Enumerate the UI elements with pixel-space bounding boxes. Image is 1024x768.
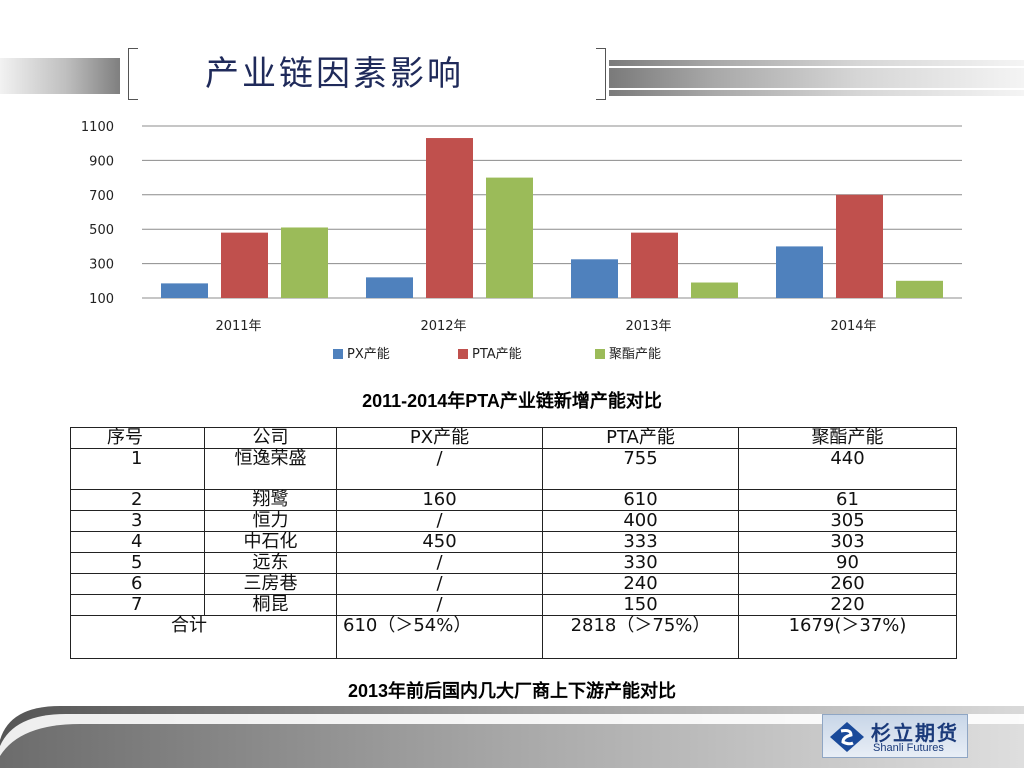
footer-decor-swoosh [0,706,1024,768]
cell-seq: 1 [70,448,205,490]
bar [691,282,738,298]
legend-swatch [458,349,468,359]
cell-company: 远东 [204,552,337,574]
bar [486,177,533,298]
cell-polyester: 305 [738,510,957,532]
logo-text-en: Shanli Futures [873,742,944,754]
table-header-row: 序号 公司 PX产能 PTA产能 聚酯产能 [70,427,957,449]
header-seq: 序号 [70,427,205,449]
legend-label: PTA产能 [472,347,522,362]
y-tick-label: 100 [89,292,114,307]
cell-seq: 3 [70,510,205,532]
table-row: 2 翔鹭 160 610 61 [70,489,957,511]
cell-seq: 2 [70,489,205,511]
y-tick-label: 900 [89,154,114,169]
cell-company: 翔鹭 [204,489,337,511]
cell-seq: 6 [70,573,205,595]
x-tick-label: 2013年 [625,319,671,334]
capacity-bar-chart: 1100 900 700 500 300 100 2011年 2012年 2013年 2014年 P… [81,120,962,362]
bar [221,232,268,298]
cell-polyester: 220 [738,594,957,616]
cell-pta: 330 [542,552,739,574]
cell-company: 三房巷 [204,573,337,595]
cell-polyester: 440 [738,448,957,490]
cell-pta: 240 [542,573,739,595]
table-caption: 2013年前后国内几大厂商上下游产能对比 [347,681,677,701]
bar [366,277,413,298]
header-decor-bar-left [0,58,120,94]
cell-px: 160 [336,489,543,511]
bar [836,194,883,298]
table-row: 5 远东 / 330 90 [70,552,957,574]
bar [631,232,678,298]
page-title: 产业链因素影响 [205,54,464,94]
logo-mark-icon [830,722,864,752]
legend-swatch [595,349,605,359]
cell-px: / [336,594,543,616]
chart-caption: 2011-2014年PTA产业链新增产能对比 [362,391,662,411]
cell-px: / [336,552,543,574]
cell-pta: 755 [542,448,739,490]
header-decor-bar-right [609,60,1024,96]
header-pta: PTA产能 [542,427,739,449]
table-row: 7 桐昆 / 150 220 [70,594,957,616]
cell-polyester: 260 [738,573,957,595]
cell-seq: 4 [70,531,205,553]
cell-px: 450 [336,531,543,553]
cell-pta: 150 [542,594,739,616]
cell-px: / [336,510,543,532]
cell-seq: 7 [70,594,205,616]
cell-seq: 5 [70,552,205,574]
cell-company: 桐昆 [204,594,337,616]
legend-label: 聚酯产能 [609,347,661,362]
y-tick-label: 1100 [81,120,114,135]
cell-px: / [336,573,543,595]
legend-label: PX产能 [347,347,390,362]
title-bracket-right [596,48,606,100]
x-tick-label: 2014年 [830,319,876,334]
cell-polyester: 61 [738,489,957,511]
x-tick-label: 2011年 [215,319,261,334]
bar [281,227,328,298]
cell-pta: 400 [542,510,739,532]
cell-company: 恒逸荣盛 [204,448,337,490]
table-row: 3 恒力 / 400 305 [70,510,957,532]
cell-total-label: 合计 [70,615,337,659]
bar [426,138,473,298]
company-logo: 杉立期货 Shanli Futures [822,714,968,758]
bar [571,259,618,298]
cell-polyester: 303 [738,531,957,553]
cell-pta: 333 [542,531,739,553]
cell-total-pta: 2818（＞75%） [542,615,739,659]
table-row: 1 恒逸荣盛 / 755 440 [70,448,957,490]
header-polyester: 聚酯产能 [738,427,957,449]
header-company: 公司 [204,427,337,449]
cell-total-px: 610（＞54%） [336,615,543,659]
y-tick-label: 500 [89,223,114,238]
cell-polyester: 90 [738,552,957,574]
x-tick-label: 2012年 [420,319,466,334]
bar [896,280,943,298]
y-tick-label: 700 [89,189,114,204]
table-row: 4 中石化 450 333 303 [70,531,957,553]
cell-px: / [336,448,543,490]
cell-total-polyester: 1679(＞37%) [738,615,957,659]
logo-text-cn: 杉立期货 [871,721,959,745]
bar [161,283,208,298]
bar [776,246,823,298]
legend-swatch [333,349,343,359]
title-bracket-left [128,48,138,100]
y-tick-label: 300 [89,258,114,273]
cell-company: 恒力 [204,510,337,532]
table-total-row: 合计 610（＞54%） 2818（＞75%） 1679(＞37%) [70,615,957,659]
cell-company: 中石化 [204,531,337,553]
cell-pta: 610 [542,489,739,511]
table-row: 6 三房巷 / 240 260 [70,573,957,595]
header-px: PX产能 [336,427,543,449]
capacity-table: 序号 公司 PX产能 PTA产能 聚酯产能 1 恒逸荣盛 / 755 440 2… [70,427,957,659]
